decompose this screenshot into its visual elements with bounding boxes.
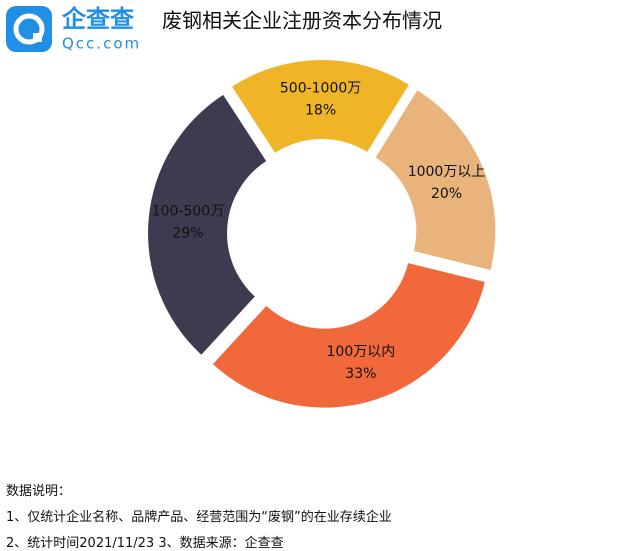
- segment-label: 1000万以上: [408, 164, 486, 180]
- note: 1、仅统计企业名称、品牌产品、经营范围为“废钢”的在业存续企业: [6, 510, 392, 525]
- value-label: 33%: [345, 366, 376, 382]
- note: 数据说明：: [6, 484, 72, 499]
- logo-icon: [6, 6, 52, 52]
- donut-segment: [232, 60, 409, 153]
- value-label: 20%: [431, 186, 462, 202]
- logo-domain: Qcc.com: [62, 35, 141, 53]
- segment-label: 100-500万: [152, 204, 225, 220]
- note: 2、统计时间2021/11/23 3、数据来源：企查查: [6, 536, 284, 551]
- segment-label: 100万以内: [327, 344, 396, 360]
- value-label: 18%: [305, 103, 336, 119]
- logo-icon-tail: [33, 33, 42, 42]
- chart-title: 废钢相关企业注册资本分布情况: [162, 9, 442, 33]
- value-label: 29%: [172, 226, 203, 242]
- donut-segment: [148, 94, 267, 355]
- donut-segment: [212, 263, 485, 408]
- segment-label: 500-1000万: [280, 81, 361, 97]
- donut-segment: [375, 90, 496, 270]
- logo-name: 企查查: [62, 5, 134, 33]
- logo-icon-ring: [13, 13, 45, 45]
